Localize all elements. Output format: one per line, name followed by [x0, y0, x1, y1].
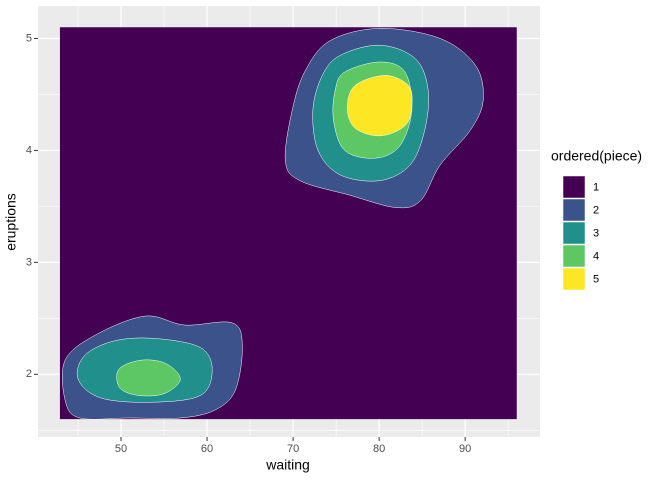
y-tick-label: 4	[26, 144, 32, 156]
y-axis-title: eruptions	[3, 193, 19, 251]
legend-swatch	[562, 198, 586, 222]
legend-label: 4	[593, 250, 599, 262]
axes: 50 60 70 80 90 2 3 4 5	[26, 32, 471, 455]
legend-label: 1	[593, 181, 599, 193]
legend-title: ordered(piece)	[551, 148, 642, 164]
legend: 1 2 3 4 5	[562, 175, 599, 291]
legend-swatch	[562, 244, 586, 268]
y-tick-label: 3	[26, 256, 32, 268]
x-tick-label: 50	[115, 443, 127, 455]
y-tick-label: 2	[26, 368, 32, 380]
legend-swatch	[562, 221, 586, 245]
legend-swatch	[562, 175, 586, 199]
x-tick-label: 60	[201, 443, 213, 455]
legend-label: 5	[593, 273, 599, 285]
x-axis-title: waiting	[265, 457, 310, 473]
legend-swatch	[562, 267, 586, 291]
x-tick-label: 90	[459, 443, 471, 455]
contours	[59, 27, 517, 420]
y-tick-label: 5	[26, 32, 32, 44]
contour-band	[347, 75, 413, 137]
legend-label: 3	[593, 227, 599, 239]
contour-band	[116, 359, 181, 397]
legend-label: 2	[593, 204, 599, 216]
x-tick-label: 70	[287, 443, 299, 455]
x-tick-label: 80	[373, 443, 385, 455]
